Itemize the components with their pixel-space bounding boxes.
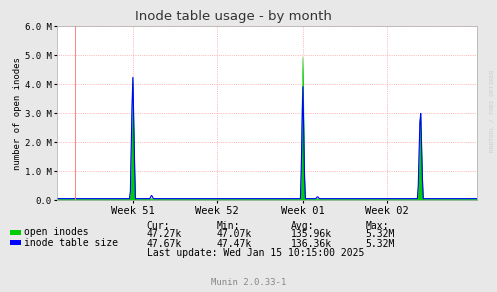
Text: Munin 2.0.33-1: Munin 2.0.33-1 bbox=[211, 278, 286, 287]
Text: Avg:: Avg: bbox=[291, 221, 314, 231]
Text: Max:: Max: bbox=[365, 221, 389, 231]
Text: 136.36k: 136.36k bbox=[291, 239, 332, 249]
Text: 135.96k: 135.96k bbox=[291, 229, 332, 239]
Text: 47.47k: 47.47k bbox=[216, 239, 251, 249]
Text: 5.32M: 5.32M bbox=[365, 229, 395, 239]
Text: 47.27k: 47.27k bbox=[147, 229, 182, 239]
Text: Inode table usage - by month: Inode table usage - by month bbox=[135, 10, 332, 23]
Text: RRDTOOL / TOBI OETIKER: RRDTOOL / TOBI OETIKER bbox=[490, 70, 495, 152]
Text: open inodes: open inodes bbox=[24, 227, 88, 237]
Text: Last update: Wed Jan 15 10:15:00 2025: Last update: Wed Jan 15 10:15:00 2025 bbox=[147, 248, 364, 258]
Text: Min:: Min: bbox=[216, 221, 240, 231]
Y-axis label: number of open inodes: number of open inodes bbox=[13, 57, 22, 170]
Text: 47.07k: 47.07k bbox=[216, 229, 251, 239]
Text: 5.32M: 5.32M bbox=[365, 239, 395, 249]
Text: 47.67k: 47.67k bbox=[147, 239, 182, 249]
Text: inode table size: inode table size bbox=[24, 238, 118, 248]
Text: Cur:: Cur: bbox=[147, 221, 170, 231]
